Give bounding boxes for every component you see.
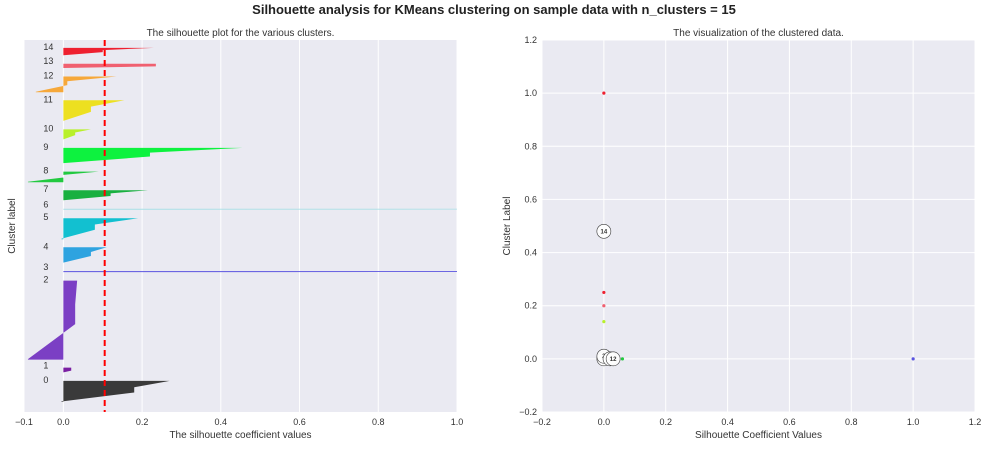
x-tick-label: 0.0 [57,417,70,427]
y-axis-label-1: Cluster label [7,198,18,254]
cluster-scatter-axes: −0.2 0.0 0.2 0.4 0.6 0.8 1.0 1.2 −0.2 0.0 0.2 0.4 0.… [502,28,981,441]
cluster-label-5: 5 [43,212,48,222]
y-tick-label: 0.8 [524,141,537,151]
x-tick-label: 0.2 [659,417,672,427]
cluster-label-7: 7 [43,184,48,194]
cluster-label-3: 3 [43,262,48,272]
y-tick-label: 1.0 [524,88,537,98]
x-tick-label: 0.4 [215,417,228,427]
x-axis-label-1: The silhouette coefficient values [169,430,311,441]
x-tick-label: 0.4 [721,417,734,427]
cluster-label-0: 0 [43,375,48,385]
x-tick-label: −0.1 [15,417,33,427]
cluster-center-marker [596,224,612,239]
x-tick-label: 1.2 [969,417,982,427]
silhouette-cluster-8 [27,171,99,183]
cluster-center-marker [605,351,621,367]
cluster-label-14: 14 [43,42,53,52]
data-point [602,304,606,308]
silhouette-cluster-4 [63,247,107,264]
data-point [602,91,606,95]
plot-area-2 [542,40,975,412]
silhouette-cluster-11 [63,100,125,122]
silhouette-cluster-3 [63,271,457,273]
figure-suptitle: Silhouette analysis for KMeans clusterin… [252,2,736,17]
y-axis-label-2: Cluster Label [502,197,513,256]
data-point [620,357,625,361]
silhouette-cluster-0 [61,380,170,402]
silhouette-cluster-14 [63,47,154,56]
y-tick-label: 0.6 [524,194,537,204]
subplot-title-2: The visualization of the clustered data. [673,28,844,39]
silhouette-cluster-5 [61,218,139,240]
x-tick-label: 0.6 [293,417,306,427]
cluster-label-4: 4 [43,241,48,251]
y-tick-label: 0.0 [524,354,537,364]
y-tick-label: 0.2 [524,301,537,311]
y-tick-label: 0.4 [524,248,537,258]
silhouette-cluster-6 [63,208,457,211]
x-axis-label-2: Silhouette Coefficient Values [695,430,822,441]
cluster-label-2: 2 [43,275,48,285]
cluster-label-10: 10 [43,123,53,133]
cluster-label-12: 12 [43,70,53,80]
silhouette-cluster-1 [63,367,72,373]
cluster-label-8: 8 [43,166,48,176]
x-tick-label: 0.8 [372,417,385,427]
x-tick-label: 1.0 [451,417,464,427]
silhouette-cluster-13 [63,63,156,69]
x-tick-label: 0.8 [845,417,858,427]
cluster-label-9: 9 [43,142,48,152]
cluster-center-label: 14 [601,229,608,235]
cluster-label-11: 11 [43,94,52,104]
silhouette-cluster-12 [35,76,117,93]
silhouette-axes: −0.1 0.0 0.2 0.4 0.6 0.8 1.0012345678910111213… [7,28,463,441]
subplot-title-1: The silhouette plot for the various clus… [147,28,335,39]
x-tick-label: 0.0 [598,417,611,427]
data-point [602,320,606,324]
cluster-label-6: 6 [43,199,48,209]
x-tick-label: −0.2 [533,417,551,427]
data-point [911,357,915,361]
silhouette-cluster-2 [27,280,78,360]
y-tick-label: −0.2 [519,407,537,417]
x-tick-label: 1.0 [907,417,920,427]
silhouette-cluster-10 [63,129,91,140]
cluster-label-1: 1 [43,360,48,370]
x-tick-label: 0.2 [136,417,149,427]
y-tick-label: 1.2 [524,35,537,45]
data-point [602,290,606,295]
cluster-center-label: 12 [610,357,617,363]
cluster-label-13: 13 [43,56,53,66]
x-tick-label: 0.6 [783,417,796,427]
silhouette-cluster-9 [63,147,243,164]
